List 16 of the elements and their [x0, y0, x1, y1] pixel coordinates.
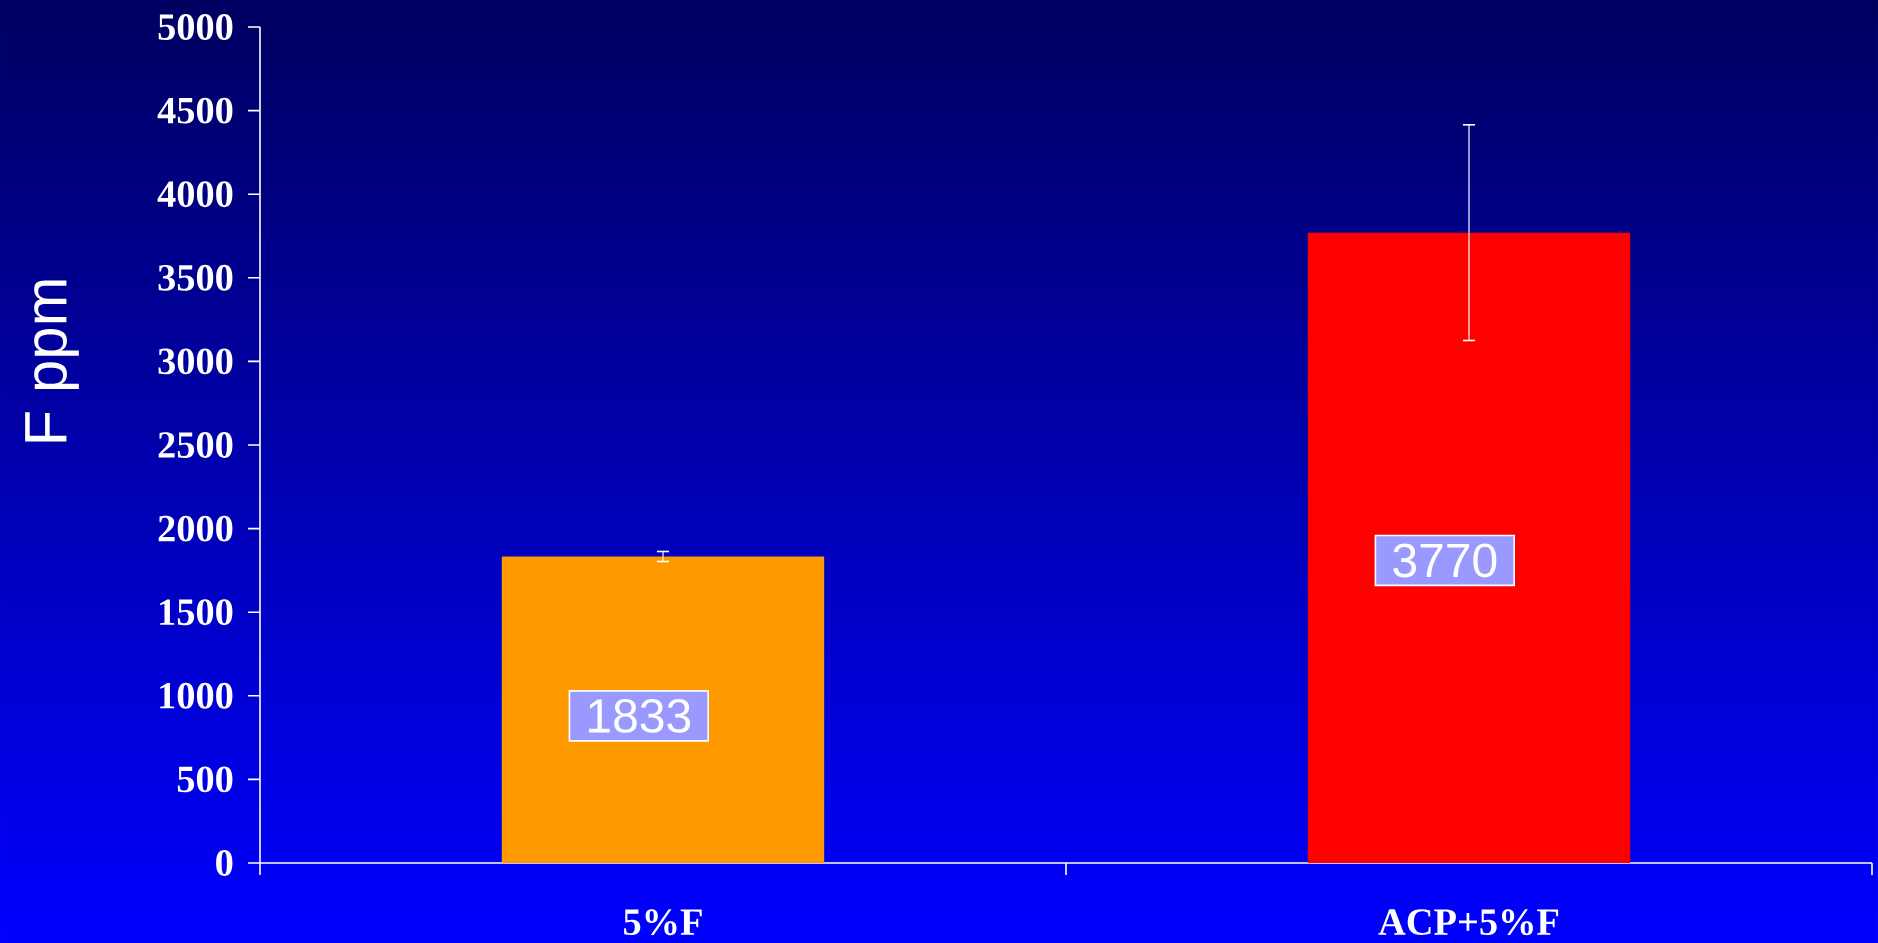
y-tick-label: 1500 — [160, 599, 233, 626]
y-tick-label: 2500 — [158, 432, 233, 458]
y-tick-label: 0 — [216, 850, 233, 876]
y-tick-label: 2000 — [158, 515, 233, 542]
y-tick-label: 5000 — [158, 14, 233, 40]
y-tick-label: 1000 — [160, 682, 233, 709]
x-tick-label: 5%F — [624, 909, 702, 936]
y-tick-label: 4500 — [157, 97, 233, 124]
data-label: 3770 — [1393, 543, 1497, 578]
y-tick-label: 3000 — [158, 348, 233, 375]
y-axis-title: F ppm — [25, 280, 79, 442]
y-tick-label: 500 — [177, 766, 233, 793]
y-tick-label: 3500 — [158, 264, 233, 291]
y-tick-label: 4000 — [157, 181, 233, 208]
data-label: 1833 — [589, 698, 691, 733]
x-tick-label: ACP+5%F — [1378, 909, 1559, 936]
